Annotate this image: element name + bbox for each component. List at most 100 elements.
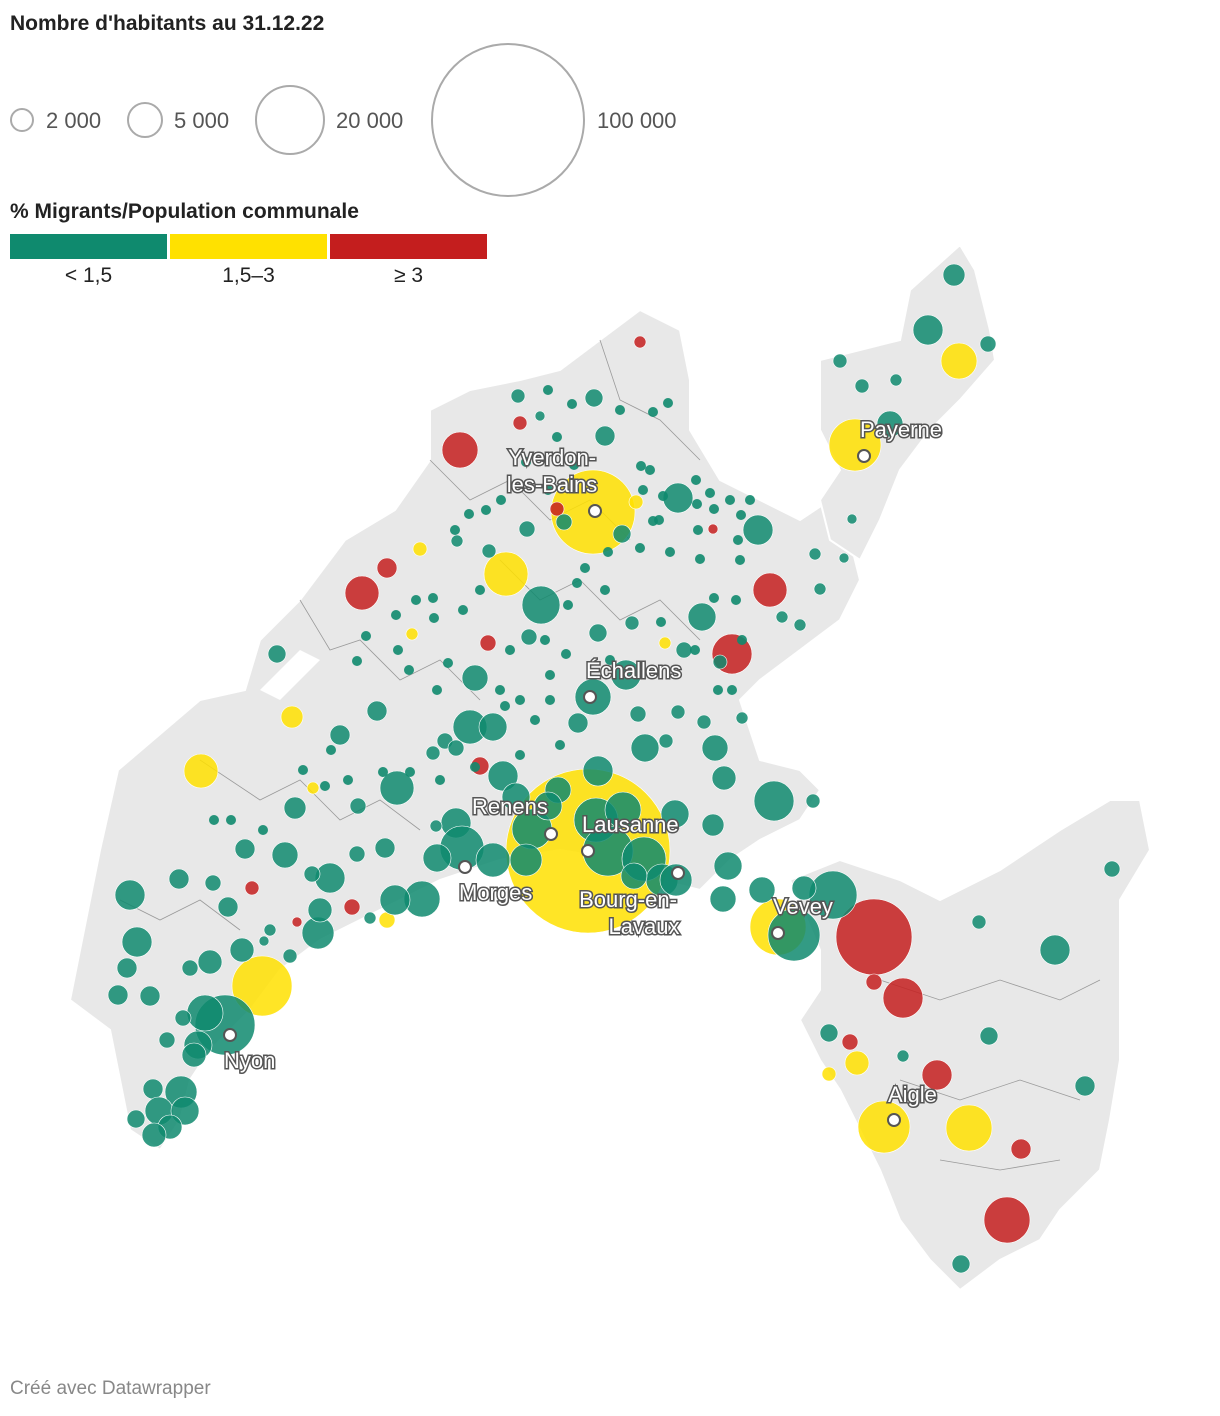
commune-bubble [378,911,396,929]
commune-bubble [882,977,924,1019]
commune-bubble [181,959,199,977]
commune-bubble [712,654,728,670]
commune-borders [119,339,1101,1171]
commune-bubble [695,554,705,564]
commune-bubble [979,1026,999,1046]
city-marker-nyon [223,1028,237,1042]
commune-bubble [481,543,497,559]
commune-bubble [775,610,789,624]
commune-bubble [343,775,353,785]
commune-bubble [422,843,452,873]
commune-bubble [630,733,660,763]
commune-bubble [479,634,497,652]
size-legend: 2 000 5 000 20 000 100 000 [0,40,720,200]
commune-bubble [696,714,712,730]
commune-bubble [675,641,693,659]
commune-bubble [612,524,632,544]
commune-bubble [540,635,550,645]
commune-bubble [1010,1138,1032,1160]
commune-bubble [857,1100,911,1154]
commune-bubble [841,1033,859,1051]
commune-bubble [727,685,737,695]
commune-bubble [521,457,531,467]
commune-bubble [561,649,571,659]
commune-bubble [349,797,367,815]
commune-bubble [194,994,256,1056]
commune-bubble [865,973,883,991]
commune-bubble [876,410,904,438]
commune-bubble [282,948,298,964]
commune-bubble [226,815,236,825]
commune-bubble [713,685,723,695]
commune-bubble [533,791,563,821]
city-label-nyon: Nyon [224,1048,275,1073]
commune-bubble [361,631,371,641]
commune-bubble [808,870,858,920]
size-circle-20000 [255,85,325,155]
commune-bubble [107,984,129,1006]
commune-bubble [658,733,674,749]
commune-bubble [450,525,460,535]
city-label-vevey: Vevey [773,894,833,919]
commune-bubble [945,1104,993,1152]
commune-bubble [283,796,307,820]
commune-bubble [662,482,694,514]
commune-bubble [440,807,472,839]
size-label-100000: 100 000 [597,108,677,133]
commune-bubble [168,868,190,890]
legend-color-title: % Migrants/Population communale [10,200,359,223]
commune-bubble [475,842,511,878]
commune-bubble [983,1196,1031,1244]
commune-bubble [376,557,398,579]
city-label-morges: Morges [459,880,532,905]
commune-bubble [352,656,362,666]
city-marker-vevey [771,926,785,940]
commune-bubble [515,750,525,760]
commune-bubble [158,1031,176,1049]
commune-bubble [808,547,822,561]
commune-bubble [366,700,388,722]
commune-bubble [709,885,737,913]
commune-bubble [509,843,543,877]
commune-bubble [549,501,565,517]
commune-bubble [912,314,944,346]
commune-bubble [584,388,604,408]
commune-bubble [121,926,153,958]
commune-bubble [447,739,465,757]
commune-bubble [648,407,658,417]
commune-bubble [610,659,642,691]
commune-bubble [663,398,673,408]
canton-main-region [68,308,862,1152]
commune-bubble [164,1075,198,1109]
commune-bubble [971,914,987,930]
commune-bubble [393,645,403,655]
commune-bubble [735,711,749,725]
commune-bubble [258,825,268,835]
commune-bubble [544,776,572,804]
commune-bubble [733,535,743,545]
commune-bubble [552,432,562,442]
commune-bubble [711,633,753,675]
commune-bubble [403,880,441,918]
commune-bubble [615,405,625,415]
commune-bubble [594,425,616,447]
commune-bubble [753,780,795,822]
size-label-20000: 20 000 [336,108,404,133]
commune-bubble [979,335,997,353]
commune-bubble [428,593,438,603]
commune-bubble [569,460,579,470]
commune-bubble [658,491,668,501]
commune-bubble [470,762,480,772]
commune-bubble [588,623,608,643]
city-marker-lausanne [581,844,595,858]
chablais-region [788,799,1152,1292]
commune-bubble [605,655,615,665]
commune-bubble [126,1109,146,1129]
commune-bubble [186,994,224,1032]
commune-bubble [603,547,613,557]
commune-bubble [483,551,529,597]
commune-bubble [429,819,443,833]
commune-bubble [555,740,565,750]
commune-bubble [144,1096,174,1126]
commune-bubble [889,373,903,387]
